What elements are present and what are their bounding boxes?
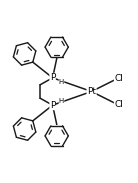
Text: Cl: Cl — [114, 74, 123, 83]
Text: H: H — [59, 79, 64, 85]
Text: P: P — [50, 101, 55, 110]
Text: P: P — [50, 73, 55, 82]
Text: H: H — [59, 98, 64, 104]
Text: Pt: Pt — [87, 87, 96, 96]
Text: Cl: Cl — [114, 100, 123, 109]
